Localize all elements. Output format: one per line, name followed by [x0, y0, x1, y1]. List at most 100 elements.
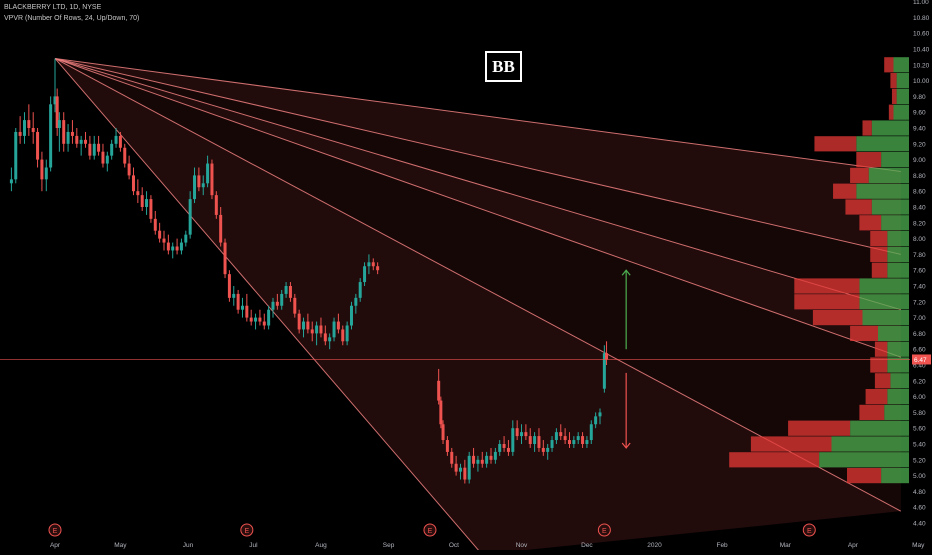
candle-body: [57, 120, 61, 128]
candle-body: [27, 120, 31, 128]
candle-body: [149, 199, 153, 219]
candle-body: [341, 329, 345, 342]
candle-body: [267, 309, 271, 326]
y-tick-label: 4.80: [913, 489, 926, 496]
candle-body: [219, 214, 223, 243]
candle-body: [585, 440, 589, 444]
candle-body: [498, 444, 502, 452]
y-tick-label: 8.20: [913, 220, 926, 227]
vp-down-bar: [862, 120, 872, 136]
y-tick-label: 9.40: [913, 126, 926, 133]
symbol-title[interactable]: BLACKBERRY LTD, 1D, NYSE: [4, 4, 102, 11]
candle-body: [127, 163, 131, 176]
vp-up-bar: [871, 199, 909, 215]
vp-up-bar: [887, 357, 909, 373]
y-tick-label: 9.80: [913, 94, 926, 101]
price-tag-label: 6.47: [914, 357, 927, 364]
y-tick-label: 5.80: [913, 410, 926, 417]
y-tick-label: 7.00: [913, 315, 926, 322]
candle-body: [284, 286, 288, 294]
vp-up-bar: [896, 73, 909, 89]
vp-up-bar: [896, 88, 909, 104]
candle-body: [70, 131, 74, 136]
candle-body: [66, 131, 70, 144]
y-tick-label: 10.00: [913, 78, 930, 85]
vp-down-bar: [850, 167, 869, 183]
earnings-marker-label: E: [53, 528, 58, 535]
candle-body: [184, 234, 188, 243]
fan-line: [54, 58, 902, 512]
candle-body: [546, 447, 550, 452]
candle-body: [576, 436, 580, 441]
candle-body: [288, 286, 292, 298]
candle-body: [458, 467, 462, 472]
candle-body: [493, 451, 497, 460]
x-tick-label: 2020: [647, 542, 662, 549]
candle-body: [541, 447, 545, 452]
candle-body: [567, 440, 571, 444]
candle-body: [572, 440, 576, 444]
y-tick-label: 10.60: [913, 31, 930, 38]
earnings-marker: E: [802, 523, 816, 537]
vp-down-bar: [794, 278, 860, 294]
indicator-legend[interactable]: VPVR (Number Of Rows, 24, Up/Down, 70): [4, 15, 140, 22]
x-tick-label: May: [114, 542, 127, 549]
candle-body: [105, 155, 109, 164]
candle-body: [84, 139, 88, 144]
candle-body: [193, 175, 197, 200]
candle-body: [118, 135, 122, 148]
earnings-marker: E: [240, 523, 254, 537]
y-tick-label: 10.20: [913, 62, 930, 69]
candle-body: [75, 135, 79, 144]
candle-body: [232, 293, 236, 298]
candle-body: [363, 266, 367, 283]
vp-down-bar: [812, 310, 863, 326]
candle-body: [467, 455, 471, 480]
candle-body: [506, 447, 510, 452]
candle-body: [49, 104, 53, 168]
vp-up-bar: [887, 341, 909, 357]
candle-body: [254, 317, 258, 322]
candle-body: [528, 436, 532, 444]
earnings-marker-label: E: [807, 528, 812, 535]
vp-down-bar: [859, 215, 882, 231]
candle-body: [323, 333, 327, 342]
candle-body: [441, 424, 445, 441]
x-tick-label: Jul: [249, 542, 258, 549]
y-tick-label: 6.80: [913, 331, 926, 338]
vp-down-bar: [865, 389, 888, 405]
candle-body: [437, 380, 441, 401]
candle-body: [197, 175, 201, 188]
candle-body: [110, 143, 114, 156]
candle-body: [114, 135, 118, 144]
vp-up-bar: [862, 310, 909, 326]
y-tick-label: 7.60: [913, 268, 926, 275]
x-tick-label: Nov: [516, 542, 528, 549]
y-tick-label: 7.20: [913, 299, 926, 306]
vp-up-bar: [881, 215, 909, 231]
candle-body: [210, 163, 214, 196]
earnings-marker: E: [48, 523, 62, 537]
candle-body: [476, 459, 480, 464]
candle-body: [162, 238, 166, 243]
candle-body: [376, 266, 380, 271]
candle-body: [445, 440, 449, 452]
x-tick-label: Dec: [581, 542, 593, 549]
candle-body: [463, 467, 467, 480]
vp-up-bar: [887, 389, 909, 405]
candle-body: [271, 301, 275, 310]
candle-body: [101, 151, 105, 164]
candle-body: [240, 305, 244, 310]
earnings-marker-label: E: [602, 528, 607, 535]
candle-body: [188, 199, 192, 235]
vp-down-bar: [794, 294, 860, 310]
candle-body: [354, 297, 358, 306]
y-tick-label: 8.80: [913, 173, 926, 180]
vp-down-bar: [847, 468, 882, 484]
vp-down-bar: [874, 373, 891, 389]
candle-body: [511, 428, 515, 452]
vp-down-bar: [788, 420, 851, 436]
